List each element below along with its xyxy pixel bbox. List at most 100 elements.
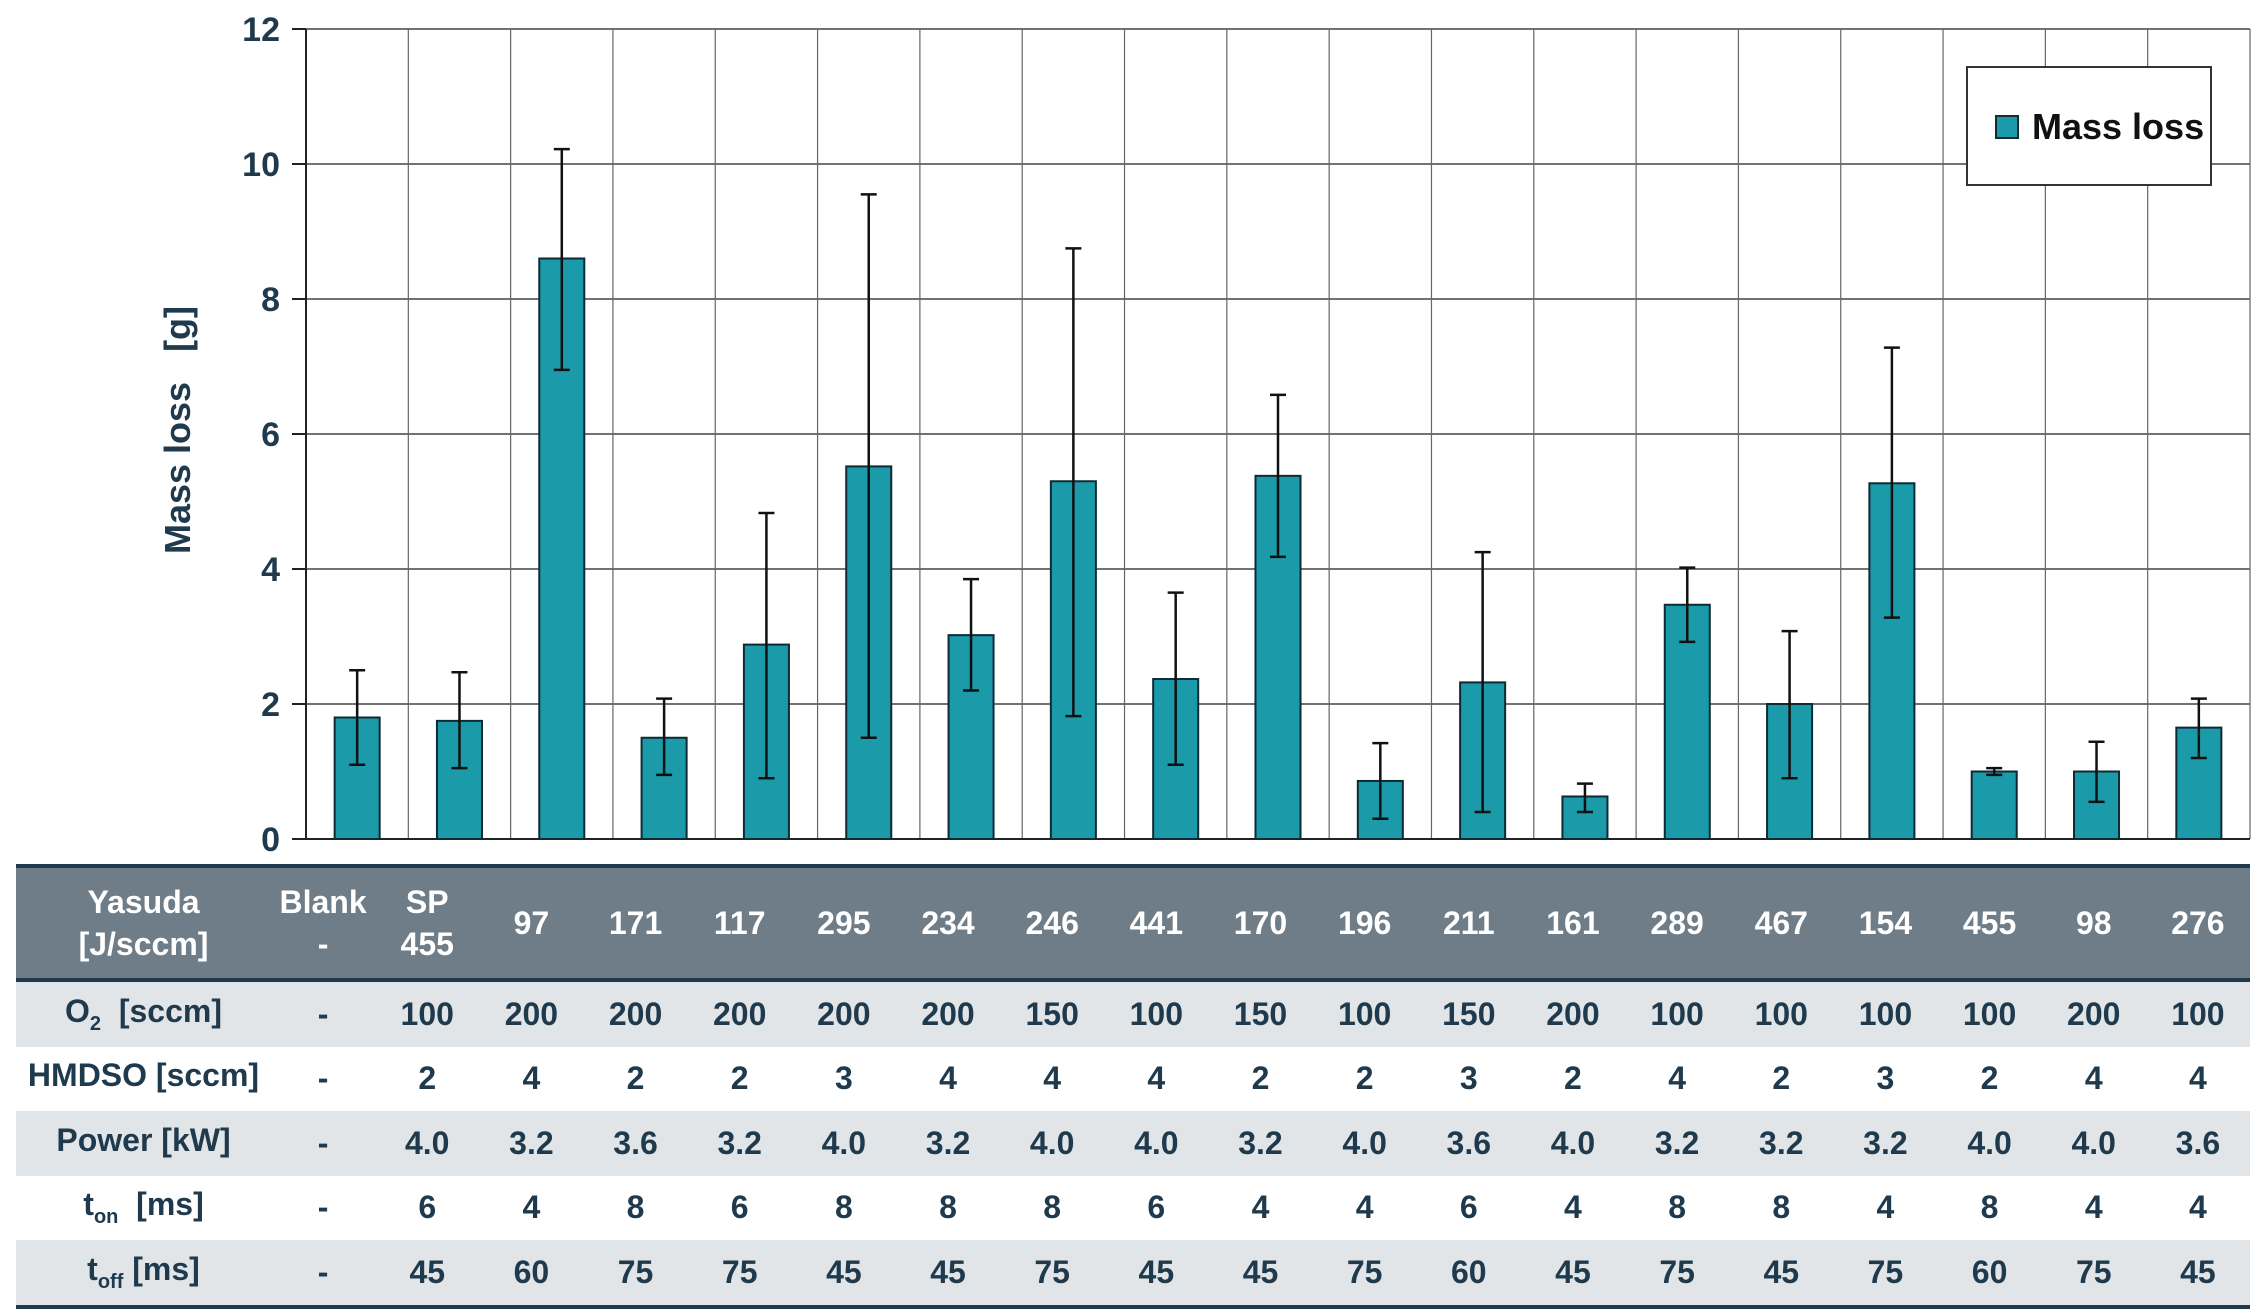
row-label-subscript: on bbox=[93, 1206, 119, 1229]
table-cell: 3 bbox=[1416, 1046, 1521, 1111]
table-cell: 3.2 bbox=[1625, 1111, 1730, 1176]
table-cell: 60 bbox=[1416, 1240, 1521, 1309]
table-cell: 150 bbox=[1416, 980, 1521, 1047]
table-cell: - bbox=[271, 1240, 376, 1309]
y-tick-label: 0 bbox=[261, 821, 280, 859]
table-cell: 3 bbox=[791, 1046, 896, 1111]
table-cell: 200 bbox=[583, 980, 688, 1047]
table-cell: 75 bbox=[1625, 1240, 1730, 1309]
table-cell: 100 bbox=[1625, 980, 1730, 1047]
row-label: HMDSO [sccm] bbox=[16, 1046, 271, 1111]
header-cell-line: - bbox=[317, 926, 329, 962]
header-cell-line: 455 bbox=[1962, 905, 2017, 941]
table-cell: 4 bbox=[2041, 1046, 2146, 1111]
table-cell: 4 bbox=[895, 1046, 1001, 1111]
table-cell: 100 bbox=[1104, 980, 1209, 1047]
error-bars bbox=[349, 147, 2207, 820]
header-cell-line: 276 bbox=[2171, 905, 2225, 941]
table-cell: 150 bbox=[1208, 980, 1313, 1047]
table-cell: 2 bbox=[1312, 1046, 1417, 1111]
table-header-row: Yasuda [J/sccm] Blank - SP 455 97 171 117 295 234 2… bbox=[16, 864, 2250, 982]
table-cell: 4.0 bbox=[375, 1111, 480, 1176]
table-cell: 60 bbox=[479, 1240, 584, 1309]
row-label-main: t bbox=[83, 1186, 94, 1223]
table-cell: 3.6 bbox=[1416, 1111, 1521, 1176]
header-cell: 98 bbox=[2041, 864, 2146, 982]
table-cell: 2 bbox=[1937, 1046, 2042, 1111]
table-cell: 2 bbox=[687, 1046, 792, 1111]
table-cell: 45 bbox=[1208, 1240, 1313, 1309]
y-tick-label: 4 bbox=[261, 551, 280, 589]
y-tick-label: 10 bbox=[242, 146, 280, 184]
table-cell: 4.0 bbox=[791, 1111, 896, 1176]
row-label-subscript: 2 bbox=[89, 1012, 102, 1035]
table-cell: 3.2 bbox=[687, 1111, 792, 1176]
row-label-subscript: off bbox=[97, 1270, 124, 1293]
table-row: ton [ms] -6 4 8 6 8 8 8 6 4 4 6 4 8 8 4 8 4 4 bbox=[16, 1175, 2250, 1240]
table-cell: 200 bbox=[791, 980, 896, 1047]
table-cell: - bbox=[271, 1046, 376, 1111]
header-cell: 117 bbox=[687, 864, 792, 982]
header-cell-line: 117 bbox=[713, 905, 766, 941]
table-cell: 2 bbox=[1208, 1046, 1313, 1111]
table-cell: 200 bbox=[479, 980, 584, 1047]
table-cell: 3 bbox=[1833, 1046, 1938, 1111]
table-cell: 45 bbox=[895, 1240, 1001, 1309]
y-tick-label: 2 bbox=[261, 686, 280, 724]
header-cell-line: Blank bbox=[279, 884, 367, 920]
row-label-main: HMDSO [sccm] bbox=[27, 1057, 260, 1094]
row-label-main: O bbox=[65, 992, 90, 1029]
table-cell: 3.2 bbox=[1208, 1111, 1313, 1176]
table-cell: 4.0 bbox=[1104, 1111, 1209, 1176]
header-cell-line: 154 bbox=[1858, 905, 1913, 941]
header-cell: SP 455 bbox=[375, 864, 480, 982]
table-row: HMDSO [sccm] -2 4 2 2 3 4 4 4 2 2 3 2 4 2 3 2 4 4 bbox=[16, 1046, 2250, 1111]
header-cell: 234 bbox=[895, 864, 1001, 982]
table-cell: 75 bbox=[687, 1240, 792, 1309]
table-cell: 2 bbox=[583, 1046, 688, 1111]
table-cell: 45 bbox=[1520, 1240, 1626, 1309]
legend: Mass loss bbox=[1966, 66, 2212, 186]
table-cell: 4.0 bbox=[1520, 1111, 1626, 1176]
table-cell: 45 bbox=[2145, 1240, 2250, 1309]
row-label: ton [ms] bbox=[16, 1175, 271, 1240]
grid-lines bbox=[305, 28, 2251, 840]
table-cell: 4.0 bbox=[1937, 1111, 2042, 1176]
header-cell: 196 bbox=[1312, 864, 1417, 982]
header-cell: 289 bbox=[1625, 864, 1730, 982]
table-cell: 3.6 bbox=[583, 1111, 688, 1176]
row-label-main: Power [kW] bbox=[56, 1121, 231, 1158]
legend-swatch bbox=[1995, 115, 2019, 139]
table-cell: 45 bbox=[791, 1240, 896, 1309]
table-cell: 8 bbox=[1729, 1175, 1834, 1240]
table-cell: 3.2 bbox=[895, 1111, 1001, 1176]
table-cell: - bbox=[271, 1175, 376, 1240]
table-row: O2 [sccm] -100 200 200 200 200 200 150 100 150 100… bbox=[16, 980, 2250, 1047]
header-cell-line: 455 bbox=[400, 926, 454, 962]
table-cell: 45 bbox=[375, 1240, 480, 1309]
header-cell-line: 467 bbox=[1754, 905, 1808, 941]
table-cell: - bbox=[271, 980, 376, 1047]
header-cell-line: 295 bbox=[817, 905, 871, 941]
row-label: O2 [sccm] bbox=[16, 980, 271, 1047]
row-label: toff [ms] bbox=[16, 1240, 271, 1309]
table-cell: 3.2 bbox=[479, 1111, 584, 1176]
table-cell: 4 bbox=[1000, 1046, 1105, 1111]
parameter-table: Yasuda [J/sccm] Blank - SP 455 97 171 117 295 234 2… bbox=[16, 864, 2250, 1309]
table-cell: 3.2 bbox=[1833, 1111, 1938, 1176]
y-tick-label: 6 bbox=[261, 416, 280, 454]
table-cell: 4 bbox=[1312, 1175, 1417, 1240]
header-cell: 295 bbox=[791, 864, 896, 982]
header-cell-line: 97 bbox=[513, 905, 550, 941]
header-cell-line: 171 bbox=[608, 905, 663, 941]
header-cell-line: 196 bbox=[1337, 905, 1392, 941]
table-cell: 3.6 bbox=[2145, 1111, 2250, 1176]
header-cell-line: 289 bbox=[1650, 905, 1704, 941]
table-cell: 4 bbox=[479, 1175, 584, 1240]
header-cell-line: 161 bbox=[1546, 905, 1600, 941]
mass-loss-chart: 0 2 4 6 8 10 12 Mass loss [g] Mass loss bbox=[157, 11, 2251, 859]
header-cell: 170 bbox=[1208, 864, 1313, 982]
table-cell: 8 bbox=[1625, 1175, 1730, 1240]
table-cell: 2 bbox=[1520, 1046, 1626, 1111]
table-cell: 6 bbox=[1104, 1175, 1209, 1240]
